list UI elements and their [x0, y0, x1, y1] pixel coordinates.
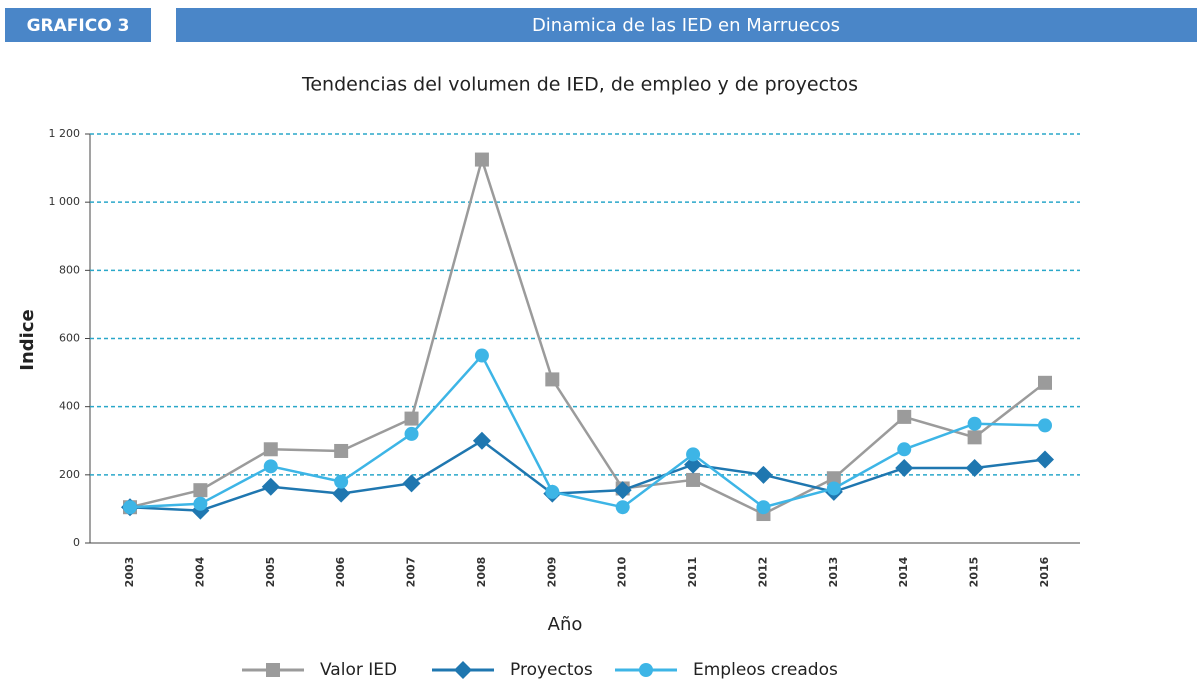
y-tick-label: 1 200 — [49, 127, 81, 140]
data-point — [404, 426, 419, 441]
data-point — [686, 447, 701, 462]
header-title-box — [176, 8, 1197, 42]
data-point — [263, 442, 278, 457]
y-tick-label: 200 — [59, 468, 80, 481]
data-point — [756, 500, 771, 515]
x-tick-label: 2014 — [897, 556, 910, 587]
data-point — [686, 472, 701, 487]
x-axis-label: Año — [548, 614, 583, 635]
data-point — [897, 442, 912, 457]
x-tick-label: 2008 — [475, 557, 488, 588]
legend-label: Empleos creados — [693, 660, 838, 680]
y-axis-label: Indice — [17, 309, 38, 370]
y-tick-label: 400 — [59, 400, 80, 413]
header-label: GRAFICO 3 — [27, 16, 130, 36]
data-point — [895, 459, 914, 478]
data-point — [334, 443, 349, 458]
series-line — [129, 155, 1046, 516]
x-tick-label: 2011 — [686, 557, 699, 588]
data-point — [334, 474, 349, 489]
data-point — [684, 455, 703, 474]
data-point — [263, 459, 278, 474]
data-point — [826, 471, 841, 486]
x-tick-label: 2004 — [193, 556, 206, 587]
data-point — [261, 477, 280, 496]
data-point — [332, 484, 351, 503]
legend-marker — [639, 663, 653, 677]
data-point — [1038, 375, 1052, 390]
legend-marker — [266, 663, 280, 677]
data-point — [472, 431, 491, 450]
data-point — [965, 459, 984, 478]
data-point — [545, 484, 560, 499]
data-point — [826, 481, 841, 496]
x-tick-label: 2005 — [264, 557, 277, 588]
data-point — [613, 481, 632, 500]
x-tick-label: 2015 — [968, 557, 981, 588]
series-line — [129, 439, 1046, 512]
x-tick-label: 2009 — [545, 557, 558, 588]
x-tick-label: 2010 — [616, 556, 629, 587]
chart-title: Tendencias del volumen de IED, de empleo… — [301, 74, 858, 96]
data-point — [1036, 450, 1054, 469]
y-tick-label: 1 000 — [49, 195, 81, 208]
data-point — [897, 409, 912, 424]
data-point — [404, 411, 419, 426]
data-point — [967, 416, 982, 431]
data-point — [545, 372, 560, 387]
header-label-box — [5, 8, 151, 42]
data-point — [474, 152, 489, 167]
legend-label: Valor IED — [320, 660, 397, 680]
header-title: Dinamica de las IED en Marruecos — [532, 15, 840, 36]
data-point — [754, 465, 773, 484]
data-point — [615, 500, 630, 515]
data-point — [193, 483, 208, 498]
data-point — [193, 496, 208, 511]
y-tick-label: 0 — [73, 536, 80, 549]
y-tick-label: 600 — [59, 332, 80, 345]
data-point — [967, 430, 982, 445]
data-point — [123, 500, 137, 515]
legend-marker — [454, 661, 472, 679]
x-tick-label: 2003 — [123, 557, 136, 588]
x-tick-label: 2016 — [1038, 556, 1051, 587]
y-tick-label: 800 — [59, 263, 80, 276]
data-point — [402, 474, 421, 493]
legend-label: Proyectos — [510, 660, 593, 680]
x-tick-label: 2006 — [334, 556, 347, 587]
x-tick-label: 2012 — [756, 557, 769, 588]
series-line — [129, 353, 1046, 509]
x-tick-label: 2013 — [827, 557, 840, 588]
data-point — [474, 348, 489, 363]
x-tick-label: 2007 — [405, 557, 418, 588]
data-point — [1038, 418, 1052, 433]
